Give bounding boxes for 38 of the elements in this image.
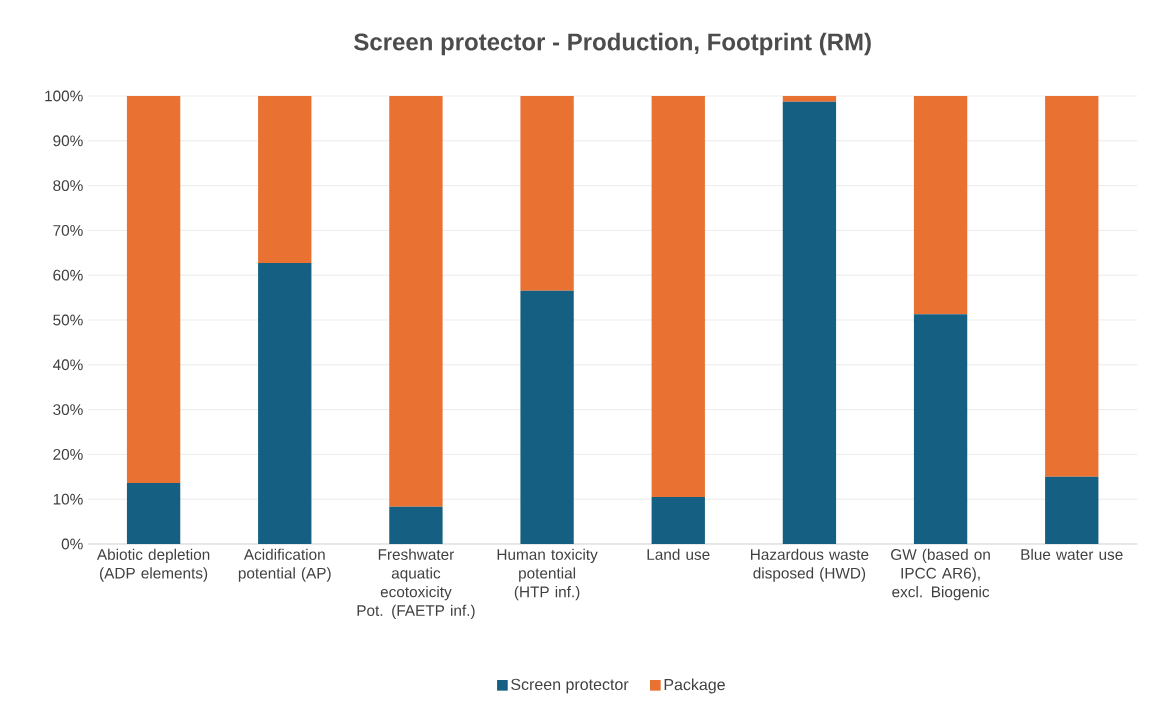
bar xyxy=(1045,95,1099,477)
y-tick-label: 20% xyxy=(53,448,83,460)
y-tick-label: 10% xyxy=(53,493,83,505)
bar xyxy=(782,95,837,102)
x-tick-label: GW (based on IPCC AR6), excl. Biogenic xyxy=(891,548,990,601)
x-tick-label: Acidification potential (AP) xyxy=(238,548,331,582)
bar xyxy=(258,95,312,264)
chart-title: Screen protector - Production, Footprint (RM) xyxy=(354,32,871,56)
bar xyxy=(651,95,705,497)
y-tick-label: 100% xyxy=(45,90,83,102)
bar xyxy=(520,290,574,544)
bar xyxy=(782,101,837,544)
y-tick-label: 30% xyxy=(53,404,83,416)
legend-label: Screen protector xyxy=(511,678,629,694)
bar xyxy=(913,95,968,315)
bar xyxy=(389,95,443,507)
x-tick-label: Freshwater aquatic ecotoxicity Pot. (FAETP inf.) xyxy=(357,548,475,619)
y-tick-label: 40% xyxy=(52,359,83,371)
bar xyxy=(258,263,312,544)
legend-label: Package xyxy=(664,678,725,694)
y-tick-label: 80% xyxy=(53,180,83,192)
x-tick-label: Abiotic depletion (ADP elements) xyxy=(96,548,210,582)
bar xyxy=(651,496,705,544)
x-tick-label: Blue water use xyxy=(1021,548,1123,560)
bar xyxy=(520,95,574,291)
y-tick-label: 70% xyxy=(53,224,83,236)
y-tick-label: 60% xyxy=(53,269,83,281)
bar xyxy=(389,506,443,544)
x-tick-label: Land use xyxy=(647,548,710,560)
bar xyxy=(126,95,181,484)
x-tick-label: Hazardous waste disposed (HWD) xyxy=(751,548,869,582)
y-tick-label: 50% xyxy=(53,314,83,326)
bar xyxy=(913,314,968,544)
y-tick-label: 90% xyxy=(53,135,83,147)
y-tick-label: 0% xyxy=(61,538,83,550)
x-tick-label: Human toxicity potential (HTP inf.) xyxy=(497,548,598,601)
bar xyxy=(126,483,181,544)
bar xyxy=(1045,476,1099,544)
